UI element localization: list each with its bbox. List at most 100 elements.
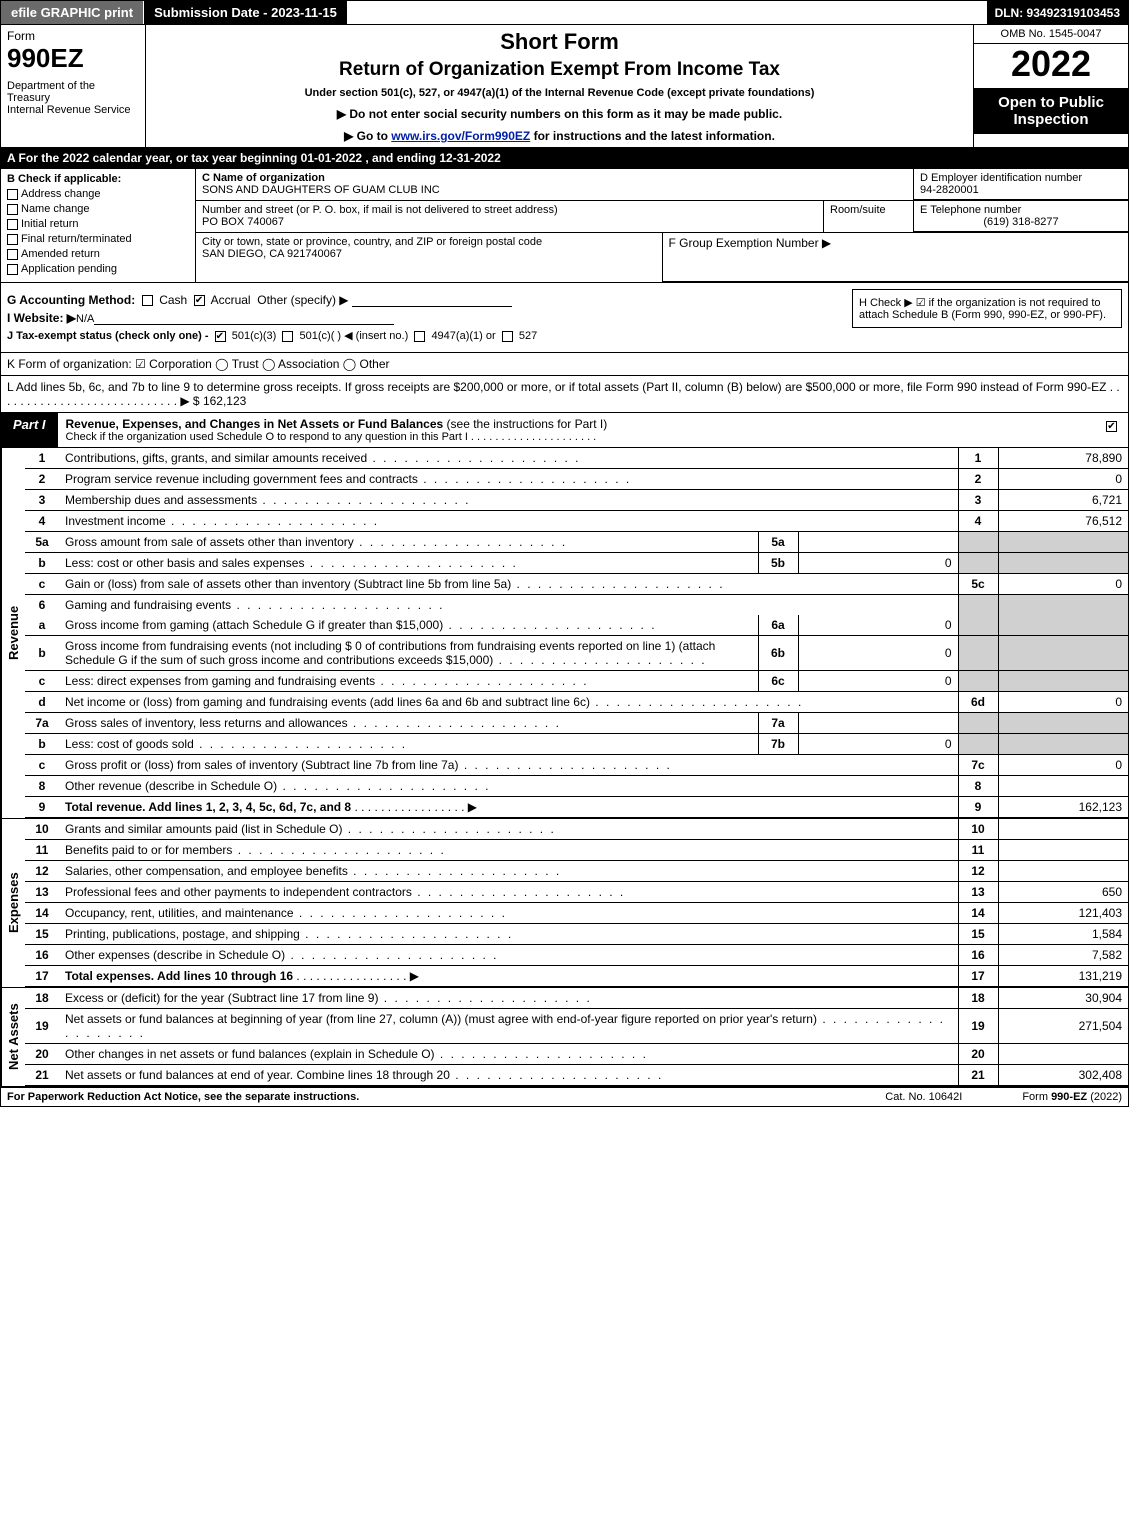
efile-print-button[interactable]: efile GRAPHIC print [1,1,144,24]
mid-line-value: 0 [798,615,958,636]
line-row: 6Gaming and fundraising events [25,595,1128,616]
form-number: 990EZ [7,43,139,74]
right-num-shade [958,532,998,553]
line-number: 6 [25,595,59,616]
part1-title: Revenue, Expenses, and Changes in Net As… [58,413,1098,447]
line-description: Gaming and fundraising events [59,595,958,616]
mid-line-number: 6c [758,671,798,692]
col-d-ein: D Employer identification number 94-2820… [913,169,1128,200]
right-line-value: 162,123 [998,797,1128,818]
line-description: Less: cost of goods sold [59,734,758,755]
line-description: Gross income from gaming (attach Schedul… [59,615,758,636]
submission-date-button[interactable]: Submission Date - 2023-11-15 [144,1,348,24]
right-num-shade [958,553,998,574]
dln-label: DLN: 93492319103453 [987,1,1128,24]
line-number: c [25,671,59,692]
right-line-value: 6,721 [998,490,1128,511]
right-line-value: 302,408 [998,1065,1128,1086]
omb-number: OMB No. 1545-0047 [974,25,1128,44]
line-description: Less: direct expenses from gaming and fu… [59,671,758,692]
part1-checkbox[interactable] [1098,413,1128,447]
line-description: Excess or (deficit) for the year (Subtra… [59,988,958,1009]
line-description: Investment income [59,511,958,532]
under-section: Under section 501(c), 527, or 4947(a)(1)… [152,87,967,99]
right-line-value [998,840,1128,861]
right-line-value: 131,219 [998,966,1128,987]
mid-line-value: 0 [798,636,958,671]
line-number: 5a [25,532,59,553]
addr-value: PO BOX 740067 [202,216,284,228]
footer-left: For Paperwork Reduction Act Notice, see … [7,1091,825,1103]
chk-amended-return[interactable]: Amended return [7,248,189,260]
col-e-telephone: E Telephone number (619) 318-8277 [913,201,1128,232]
line-number: 20 [25,1044,59,1065]
line-description: Gross sales of inventory, less returns a… [59,713,758,734]
right-line-value: 30,904 [998,988,1128,1009]
row-l: L Add lines 5b, 6c, and 7b to line 9 to … [0,376,1129,413]
line-row: 15Printing, publications, postage, and s… [25,924,1128,945]
mid-line-value: 0 [798,553,958,574]
line-description: Printing, publications, postage, and shi… [59,924,958,945]
right-line-value [998,1044,1128,1065]
irs-label: Internal Revenue Service [7,104,139,116]
line-row: 2Program service revenue including gover… [25,469,1128,490]
line-description: Other changes in net assets or fund bala… [59,1044,958,1065]
right-line-value [998,819,1128,840]
right-num-shade [958,734,998,755]
tax-year: 2022 [974,44,1128,88]
right-line-number: 6d [958,692,998,713]
line-row: bLess: cost or other basis and sales exp… [25,553,1128,574]
line-number: 13 [25,882,59,903]
col-b-title: B Check if applicable: [7,173,189,185]
name-label: C Name of organization [202,172,325,184]
line-number: d [25,692,59,713]
right-line-value: 271,504 [998,1009,1128,1044]
revenue-table: 1Contributions, gifts, grants, and simil… [25,448,1128,818]
ein-value: 94-2820001 [920,184,979,196]
line-description: Less: cost or other basis and sales expe… [59,553,758,574]
line-number: 1 [25,448,59,469]
netassets-vtab: Net Assets [1,988,25,1086]
chk-name-change[interactable]: Name change [7,203,189,215]
revenue-vtab: Revenue [1,448,25,818]
line-description: Other expenses (describe in Schedule O) [59,945,958,966]
line-row: 14Occupancy, rent, utilities, and mainte… [25,903,1128,924]
irs-link[interactable]: www.irs.gov/Form990EZ [391,129,530,143]
chk-initial-return[interactable]: Initial return [7,218,189,230]
line-number: a [25,615,59,636]
right-val-shade [998,553,1128,574]
line-row: 7aGross sales of inventory, less returns… [25,713,1128,734]
mid-line-value [798,532,958,553]
right-val-empty [998,595,1128,616]
tel-value: (619) 318-8277 [920,216,1122,228]
row-k: K Form of organization: ☑ Corporation ◯ … [0,353,1129,376]
row-a-tax-year: A For the 2022 calendar year, or tax yea… [0,148,1129,169]
chk-address-change[interactable]: Address change [7,188,189,200]
right-line-value: 76,512 [998,511,1128,532]
line-description: Professional fees and other payments to … [59,882,958,903]
other-specify-input[interactable] [352,295,512,307]
right-line-number: 10 [958,819,998,840]
city-value: SAN DIEGO, CA 921740067 [202,248,342,260]
revenue-section: Revenue 1Contributions, gifts, grants, a… [0,448,1129,818]
right-line-number: 18 [958,988,998,1009]
line-description: Gross income from fundraising events (no… [59,636,758,671]
line-row: cGain or (loss) from sale of assets othe… [25,574,1128,595]
right-line-value: 0 [998,692,1128,713]
line-description: Contributions, gifts, grants, and simila… [59,448,958,469]
right-line-value: 78,890 [998,448,1128,469]
tel-label: E Telephone number [920,204,1021,216]
right-line-number: 8 [958,776,998,797]
right-line-number: 20 [958,1044,998,1065]
line-number: 7a [25,713,59,734]
right-line-value: 0 [998,755,1128,776]
chk-application-pending[interactable]: Application pending [7,263,189,275]
city-label: City or town, state or province, country… [202,236,542,248]
line-number: 14 [25,903,59,924]
line-row: 10Grants and similar amounts paid (list … [25,819,1128,840]
right-line-number: 3 [958,490,998,511]
chk-final-return[interactable]: Final return/terminated [7,233,189,245]
group-exempt-label: F Group Exemption Number ▶ [669,236,832,250]
warning-line: ▶ Do not enter social security numbers o… [152,107,967,121]
line-row: 16Other expenses (describe in Schedule O… [25,945,1128,966]
